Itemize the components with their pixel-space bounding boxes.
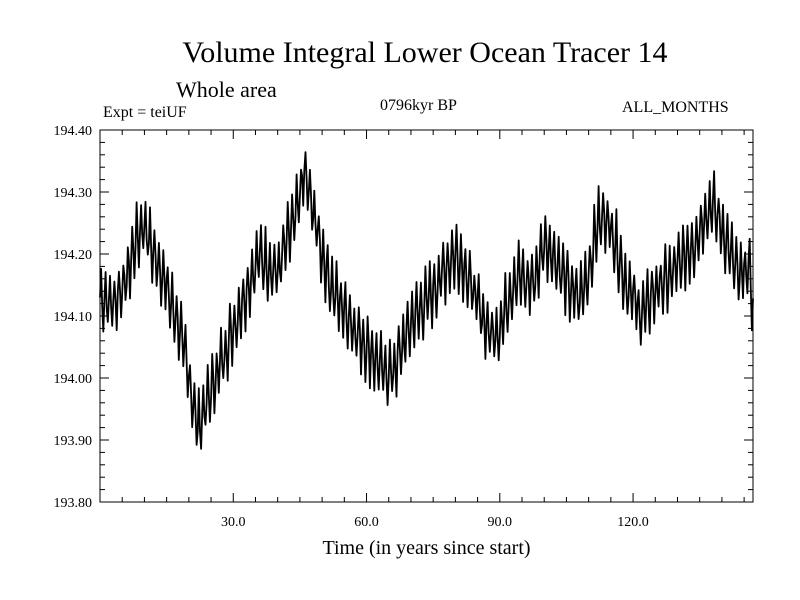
y-tick-label: 194.20 bbox=[54, 248, 93, 263]
chart-subtitle: Whole area bbox=[176, 77, 277, 102]
x-tick-label: 30.0 bbox=[221, 515, 246, 530]
y-tick-label: 193.90 bbox=[54, 434, 93, 449]
date-label: 0796kyr BP bbox=[380, 97, 457, 114]
series-line bbox=[99, 151, 754, 450]
x-tick-label: 60.0 bbox=[354, 515, 379, 530]
x-tick-label: 90.0 bbox=[488, 515, 513, 530]
months-label: ALL_MONTHS bbox=[622, 99, 729, 116]
x-axis-label: Time (in years since start) bbox=[322, 537, 531, 559]
y-tick-label: 194.40 bbox=[54, 124, 93, 139]
y-tick-label: 194.30 bbox=[54, 186, 93, 201]
x-tick-label: 120.0 bbox=[617, 515, 649, 530]
y-tick-label: 194.00 bbox=[54, 372, 93, 387]
experiment-label: Expt = teiUF bbox=[103, 104, 187, 121]
y-tick-label: 194.10 bbox=[54, 310, 93, 325]
chart-title: Volume Integral Lower Ocean Tracer 14 bbox=[182, 36, 668, 69]
y-tick-label: 193.80 bbox=[54, 496, 93, 511]
